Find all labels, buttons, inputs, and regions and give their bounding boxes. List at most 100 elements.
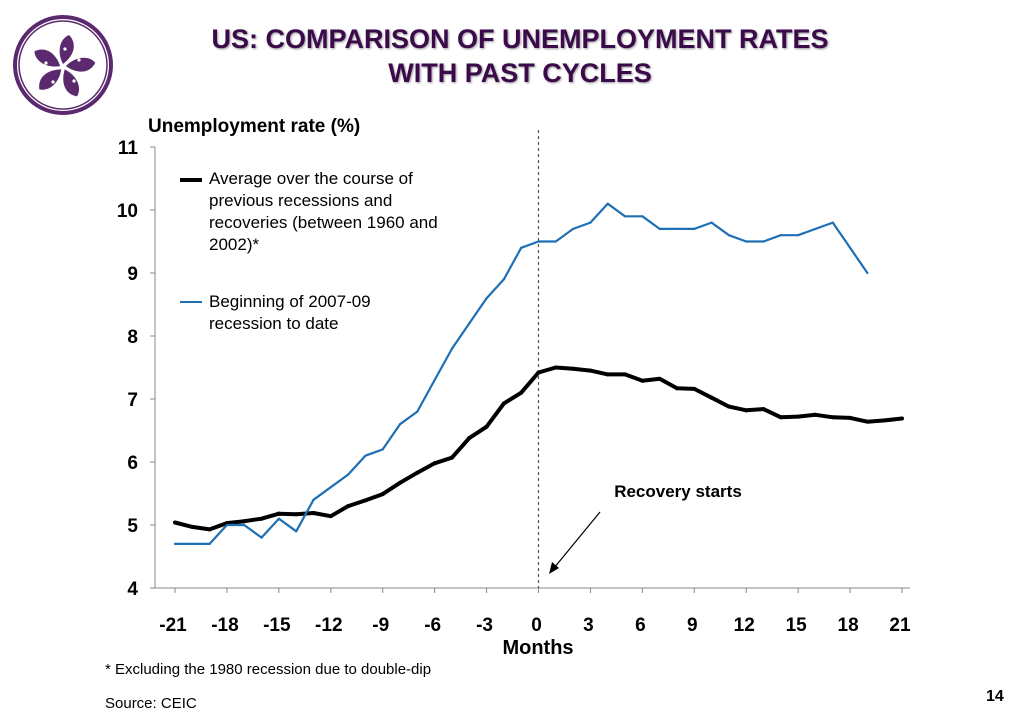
x-tick-label: 12 — [734, 615, 755, 636]
annotation-recovery-starts: Recovery starts — [614, 482, 742, 501]
x-tick-label: 9 — [687, 615, 698, 636]
data-point-average — [294, 512, 299, 517]
data-point-average — [207, 527, 212, 532]
y-tick-label: 4 — [127, 579, 138, 600]
legend-label: Beginning of 2007-09 recession to date — [209, 291, 509, 335]
x-tick-label: -21 — [159, 615, 187, 636]
data-point-average — [553, 365, 558, 370]
data-point-current — [589, 221, 592, 224]
data-point-current — [745, 240, 748, 243]
data-point-current — [381, 448, 384, 451]
legend-label-line: recoveries (between 1960 and — [209, 213, 438, 232]
data-point-average — [882, 418, 887, 423]
data-point-average — [830, 415, 835, 420]
data-point-current — [693, 227, 696, 230]
x-tick-label: 18 — [838, 615, 859, 636]
slide-title: US: COMPARISON OF UNEMPLOYMENT RATES WIT… — [120, 22, 920, 90]
data-point-average — [657, 376, 662, 381]
data-point-current — [468, 322, 471, 325]
legend-label-line: recession to date — [209, 314, 339, 333]
data-point-current — [623, 215, 627, 218]
data-point-current — [572, 227, 575, 230]
y-tick-label: 6 — [127, 453, 138, 474]
data-point-current — [675, 227, 679, 230]
x-tick-label: -3 — [476, 615, 493, 636]
data-point-current — [485, 297, 488, 300]
data-point-current — [658, 227, 661, 230]
data-point-average — [432, 461, 437, 466]
x-tick-label: -18 — [211, 615, 238, 636]
data-point-current — [225, 523, 229, 527]
data-point-current — [710, 221, 713, 224]
data-point-average — [778, 415, 783, 420]
data-point-average — [640, 378, 645, 383]
data-point-average — [173, 520, 177, 525]
data-point-average — [311, 511, 316, 516]
data-point-average — [813, 412, 818, 417]
data-point-average — [242, 519, 247, 524]
data-point-average — [848, 415, 853, 420]
data-point-average — [449, 455, 454, 460]
data-point-average — [674, 386, 679, 391]
y-tick-label: 11 — [118, 138, 139, 159]
data-point-current — [346, 473, 350, 476]
footnote: * Excluding the 1980 recession due to do… — [105, 661, 432, 678]
data-point-current — [191, 542, 194, 546]
annotation-arrow-head — [549, 562, 559, 574]
bauhinia-flower-icon — [13, 15, 113, 115]
page-number: 14 — [986, 688, 1004, 705]
data-point-average — [605, 372, 610, 377]
data-point-current — [208, 542, 211, 546]
data-point-average — [623, 372, 628, 377]
data-point-current — [537, 240, 540, 243]
data-point-current — [641, 215, 644, 218]
data-point-average — [415, 470, 420, 475]
data-point-average — [398, 480, 403, 485]
data-point-current — [450, 347, 454, 350]
data-point-current — [364, 454, 367, 457]
y-tick-label: 10 — [117, 201, 138, 222]
y-tick-label: 7 — [127, 390, 138, 411]
data-point-current — [433, 379, 436, 382]
legend-label-line: previous recessions and — [209, 191, 393, 210]
data-point-current — [606, 202, 609, 205]
data-point-current — [277, 517, 280, 520]
data-point-average — [363, 498, 368, 503]
slide-title-line-2: WITH PAST CYCLES — [388, 58, 652, 88]
data-point-average — [328, 514, 333, 519]
source-note: Source: CEIC — [105, 695, 197, 712]
data-point-current — [779, 234, 782, 237]
x-tick-label: 6 — [635, 615, 646, 636]
data-point-average — [865, 419, 870, 424]
data-point-current — [762, 240, 765, 243]
data-point-average — [259, 516, 264, 521]
data-point-average — [380, 492, 385, 497]
data-point-current — [554, 240, 557, 243]
x-tick-label: -6 — [424, 615, 441, 636]
data-point-current — [727, 234, 731, 237]
data-point-current — [295, 530, 298, 533]
data-point-current — [831, 221, 834, 224]
data-point-current — [312, 498, 315, 501]
data-point-average — [709, 395, 714, 400]
data-point-average — [571, 366, 576, 371]
data-point-average — [467, 436, 472, 441]
x-tick-label: -15 — [263, 615, 291, 636]
data-point-average — [588, 368, 593, 373]
x-axis-title: Months — [502, 637, 573, 659]
data-point-current — [866, 271, 869, 275]
x-tick-label: 15 — [786, 615, 808, 636]
data-point-current — [243, 523, 246, 527]
legend-label-line: Average over the course of — [209, 169, 413, 188]
data-point-average — [484, 424, 489, 429]
data-point-average — [346, 504, 351, 509]
data-point-current — [848, 246, 852, 249]
data-point-current — [416, 410, 419, 413]
data-point-current — [502, 278, 505, 281]
data-point-current — [797, 234, 800, 237]
data-point-average — [726, 404, 731, 409]
legend-label: Average over the course of previous reces… — [209, 168, 509, 256]
annotation-arrow-line — [553, 511, 601, 569]
x-tick-label: 0 — [531, 615, 542, 636]
